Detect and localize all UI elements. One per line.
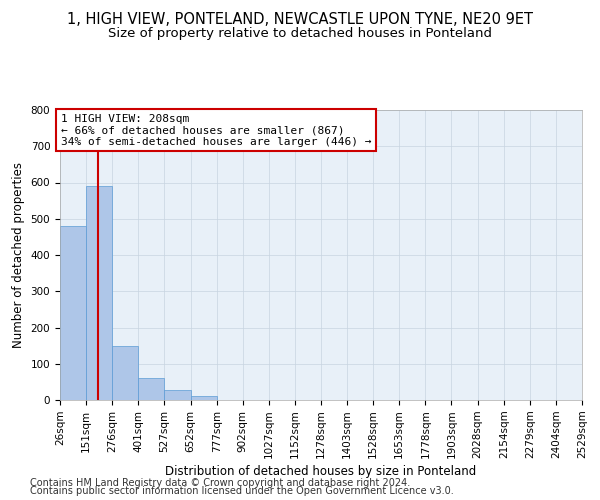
X-axis label: Distribution of detached houses by size in Ponteland: Distribution of detached houses by size … — [166, 466, 476, 478]
Bar — [138, 378, 164, 400]
Text: Contains HM Land Registry data © Crown copyright and database right 2024.: Contains HM Land Registry data © Crown c… — [30, 478, 410, 488]
Bar — [191, 396, 217, 400]
Text: Contains public sector information licensed under the Open Government Licence v3: Contains public sector information licen… — [30, 486, 454, 496]
Text: Size of property relative to detached houses in Ponteland: Size of property relative to detached ho… — [108, 28, 492, 40]
Bar — [164, 390, 191, 400]
Y-axis label: Number of detached properties: Number of detached properties — [12, 162, 25, 348]
Bar — [112, 346, 138, 400]
Bar — [60, 226, 86, 400]
Text: 1 HIGH VIEW: 208sqm
← 66% of detached houses are smaller (867)
34% of semi-detac: 1 HIGH VIEW: 208sqm ← 66% of detached ho… — [61, 114, 371, 147]
Text: 1, HIGH VIEW, PONTELAND, NEWCASTLE UPON TYNE, NE20 9ET: 1, HIGH VIEW, PONTELAND, NEWCASTLE UPON … — [67, 12, 533, 28]
Bar — [86, 186, 112, 400]
